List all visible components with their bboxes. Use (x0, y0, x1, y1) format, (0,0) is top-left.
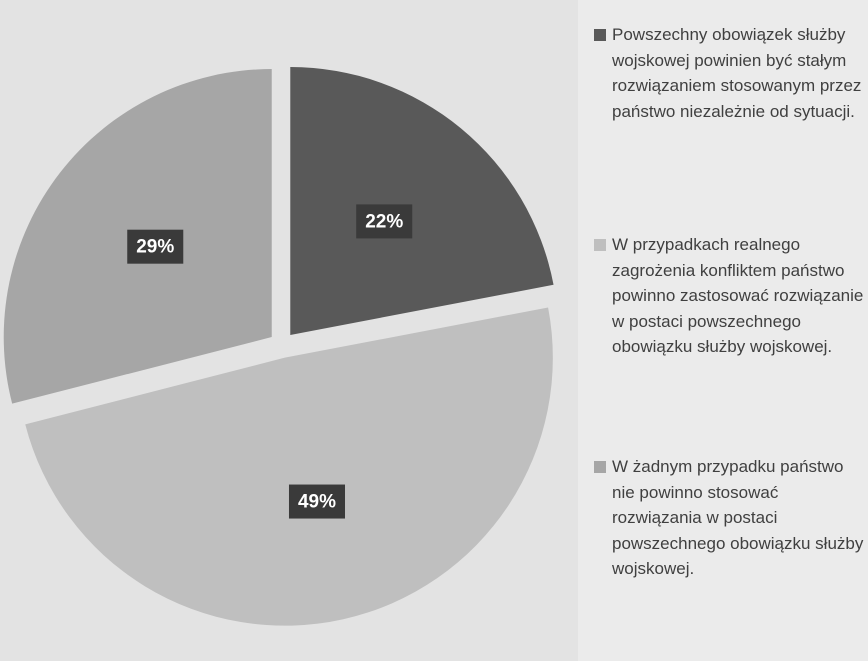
data-label: 22% (356, 204, 413, 239)
legend-swatch (594, 461, 606, 473)
legend-label: W żadnym przypadku państwo nie powinno s… (612, 457, 864, 578)
legend-item: Powszechny obowiązek służby wojskowej po… (594, 22, 868, 124)
legend-item: W przypadkach realnego zagrożenia konfli… (594, 232, 868, 360)
data-label: 49% (288, 484, 346, 519)
legend: Powszechny obowiązek służby wojskowej po… (578, 0, 868, 661)
chart: 22% 49% 29% (3, 66, 554, 626)
data-label-box (356, 204, 413, 239)
data-label-box (288, 484, 346, 519)
data-label-text: 49% (298, 492, 336, 513)
data-label-text: 22% (365, 211, 403, 232)
legend-swatch (594, 29, 606, 41)
data-label-box (127, 229, 184, 264)
legend-item: W żadnym przypadku państwo nie powinno s… (594, 454, 868, 582)
legend-label: W przypadkach realnego zagrożenia konfli… (612, 235, 864, 356)
legend-label: Powszechny obowiązek służby wojskowej po… (612, 25, 862, 121)
pie-slice (25, 307, 553, 626)
legend-swatch (594, 239, 606, 251)
data-label-text: 29% (136, 237, 174, 258)
data-label: 29% (127, 229, 184, 264)
pie-slice (290, 66, 554, 335)
